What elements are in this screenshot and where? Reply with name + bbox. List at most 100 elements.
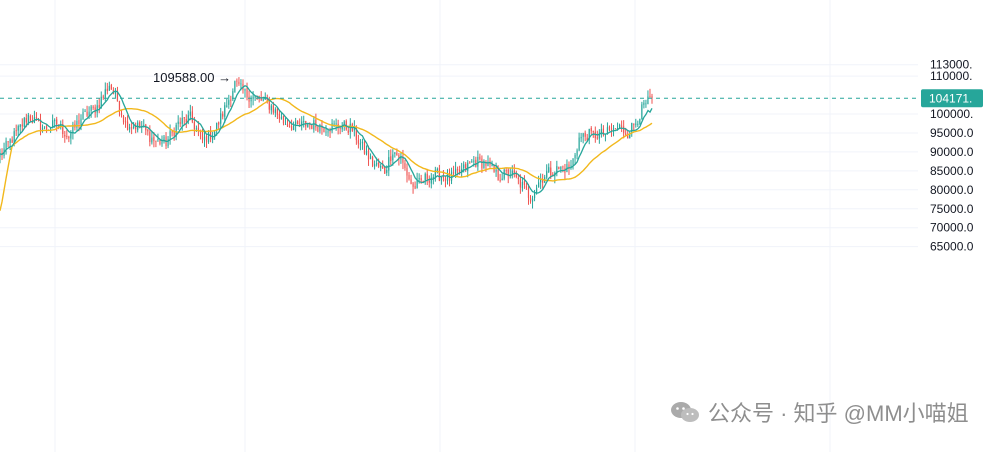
- candle: [82, 108, 84, 120]
- candle-body: [529, 197, 532, 202]
- candle: [509, 168, 511, 179]
- candle: [218, 121, 220, 130]
- candle-body: [167, 139, 169, 147]
- candle: [278, 110, 281, 123]
- candle: [517, 174, 519, 185]
- candle-body: [151, 137, 153, 143]
- candle-body: [408, 174, 410, 180]
- candle-body: [13, 131, 15, 142]
- candle-body: [578, 137, 580, 151]
- candle-body: [392, 154, 394, 161]
- candle-body: [15, 130, 17, 132]
- candle: [282, 115, 285, 126]
- candle-body: [347, 130, 349, 133]
- candle-body: [533, 192, 536, 199]
- candle: [315, 113, 317, 131]
- candle-body: [11, 139, 13, 143]
- candle-body: [39, 119, 42, 131]
- candle: [564, 163, 566, 180]
- candle-body: [369, 156, 372, 160]
- candle-body: [5, 141, 7, 149]
- candle: [122, 114, 125, 125]
- candle-body: [80, 118, 82, 125]
- candle: [3, 142, 5, 159]
- candle-body: [548, 167, 550, 173]
- price-axis-bg[interactable]: [920, 0, 983, 452]
- candle-body: [303, 121, 305, 123]
- candle: [361, 138, 364, 150]
- candle-body: [410, 179, 412, 184]
- candle-body: [485, 161, 487, 166]
- candle-body: [454, 168, 457, 174]
- candle: [483, 159, 485, 169]
- candle: [293, 121, 295, 131]
- candle-body: [98, 104, 100, 108]
- candle-body: [598, 132, 600, 139]
- candle: [363, 139, 366, 155]
- candle: [212, 131, 214, 144]
- candle: [189, 104, 191, 121]
- candle: [629, 131, 631, 139]
- candle: [43, 126, 46, 130]
- candle-body: [207, 130, 210, 142]
- candle-body: [519, 179, 521, 188]
- candle-body: [371, 156, 374, 166]
- candle: [45, 123, 48, 133]
- candle-body: [574, 155, 576, 159]
- candle-body: [394, 152, 396, 154]
- candle-body: [7, 141, 9, 143]
- candle-body: [266, 98, 268, 102]
- candle-body: [254, 95, 256, 98]
- candle-body: [645, 103, 647, 105]
- candle: [572, 158, 574, 170]
- candle-body: [293, 125, 295, 131]
- candle: [434, 166, 436, 182]
- candle-body: [159, 139, 161, 145]
- candle-body: [102, 96, 104, 98]
- candle-body: [402, 156, 404, 163]
- candle: [209, 126, 212, 143]
- candle-body: [558, 166, 560, 169]
- candle-body: [214, 131, 216, 137]
- candle: [39, 113, 42, 136]
- candle-body: [396, 152, 398, 156]
- candle-body: [446, 172, 449, 181]
- candle-body: [527, 188, 530, 198]
- candle-body: [612, 127, 615, 131]
- candle: [469, 161, 471, 164]
- candle: [619, 123, 621, 129]
- candle-body: [268, 101, 270, 110]
- candle: [414, 181, 416, 190]
- candle: [131, 121, 133, 135]
- candle: [562, 165, 564, 173]
- candle-body: [218, 122, 220, 125]
- candle: [222, 111, 224, 120]
- candle-body: [216, 122, 218, 131]
- candle-body: [189, 111, 191, 116]
- candle: [205, 133, 208, 149]
- candle-body: [317, 126, 319, 132]
- candle-body: [438, 168, 440, 181]
- candle-body: [359, 143, 362, 145]
- candle: [477, 150, 479, 171]
- price-axis[interactable]: 113000.110000. 100000. 95000.0 90000.0 85000…: [920, 0, 983, 452]
- candle-body: [284, 124, 287, 126]
- candle: [527, 183, 530, 205]
- candle-body: [422, 180, 424, 182]
- candle-body: [224, 105, 226, 117]
- candle-body: [118, 100, 121, 113]
- candle: [96, 100, 98, 118]
- candle-body: [341, 126, 343, 130]
- candle: [5, 137, 7, 155]
- candle: [270, 103, 272, 115]
- candle: [461, 162, 463, 177]
- candle-body: [9, 139, 11, 143]
- candle-body: [584, 132, 586, 137]
- candle: [523, 175, 526, 189]
- candle: [110, 83, 112, 90]
- candle-body: [473, 160, 475, 162]
- candle-body: [272, 105, 274, 113]
- candle-body: [414, 185, 416, 189]
- candle: [341, 122, 343, 133]
- candle: [465, 162, 467, 173]
